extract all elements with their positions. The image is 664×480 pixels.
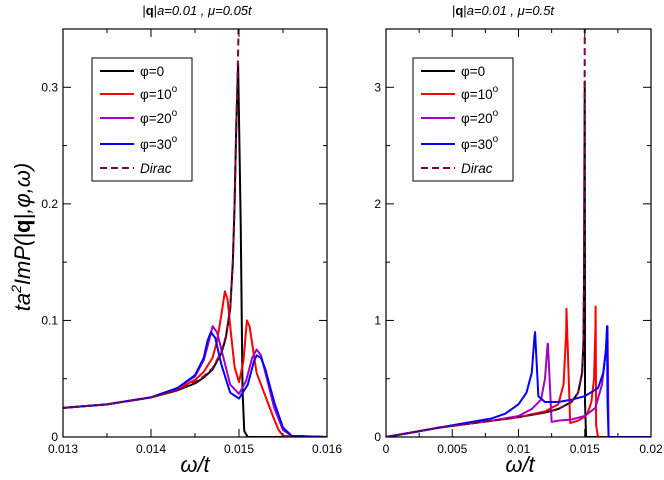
left-legend-label-phi0: φ=0 [140, 64, 164, 79]
right-curves [386, 29, 651, 437]
left-legend: φ=0 φ=10o φ=20o φ=30o Dirac [91, 57, 193, 182]
left-series-10 [63, 290, 327, 437]
left-series-dirac [63, 29, 240, 409]
right-title: |q|a=0.01 , μ=0.5t [452, 3, 555, 18]
left-legend-label-dirac: Dirac [140, 161, 172, 176]
left-legend-label-phi30: φ=30o [140, 134, 178, 152]
right-xtick-label: 0 [383, 442, 390, 456]
right-ytick-label: 2 [374, 197, 381, 211]
left-ytick-label: 0.1 [41, 313, 58, 327]
right-x-axis-label: ω/t [505, 452, 535, 477]
right-ytick-label: 1 [374, 313, 381, 327]
right-legend-label-dirac: Dirac [461, 161, 493, 176]
right-ytick-label: 0 [374, 430, 381, 444]
right-legend-label-phi0: φ=0 [461, 64, 485, 79]
left-curves [63, 29, 327, 437]
left-xtick-label: 0.015 [224, 442, 254, 456]
right-legend-box [412, 57, 514, 182]
y-axis-label: ta2ImP(|q|,φ,ω) [8, 163, 35, 312]
left-legend-label-phi10: φ=10o [140, 84, 178, 102]
left-legend-box [91, 57, 193, 182]
left-legend-label-phi20: φ=20o [140, 108, 178, 126]
left-series-30 [63, 331, 327, 437]
left-xtick-label: 0.016 [312, 442, 342, 456]
left-ytick-label: 0.3 [41, 80, 58, 94]
right-series-dirac [386, 29, 586, 437]
left-xtick-label: 0.014 [136, 442, 166, 456]
right-legend: φ=0 φ=10o φ=20o φ=30o Dirac [412, 57, 514, 182]
right-xtick-label: 0.005 [437, 442, 467, 456]
right-series-30 [386, 325, 651, 437]
right-legend-label-phi20: φ=20o [461, 108, 499, 126]
right-ytick-label: 3 [374, 80, 381, 94]
right-panel: |q|a=0.01 , μ=0.5t 0 0.005 0.01 0.015 0.02 0 1… [374, 3, 663, 477]
left-title: |q|a=0.01 , μ=0.05t [142, 3, 253, 18]
left-ytick-label: 0.2 [41, 197, 58, 211]
left-ytick-label: 0 [51, 430, 58, 444]
right-xtick-label: 0.02 [639, 442, 663, 456]
right-xtick-label: 0.015 [570, 442, 600, 456]
right-legend-label-phi30: φ=30o [461, 134, 499, 152]
right-xtick-label: 0.01 [507, 442, 531, 456]
left-xtick-label: 0.013 [48, 442, 78, 456]
left-panel: |q|a=0.01 , μ=0.05t 0.013 0.014 0.015 0.016… [41, 3, 342, 477]
left-x-axis-label: ω/t [180, 452, 210, 477]
left-ticks: 0.013 0.014 0.015 0.016 0 0.1 0.2 0.3 [41, 29, 342, 456]
right-legend-label-phi10: φ=10o [461, 84, 499, 102]
right-series-20 [386, 325, 651, 437]
right-ticks: 0 0.005 0.01 0.015 0.02 0 1 2 3 [374, 29, 663, 456]
